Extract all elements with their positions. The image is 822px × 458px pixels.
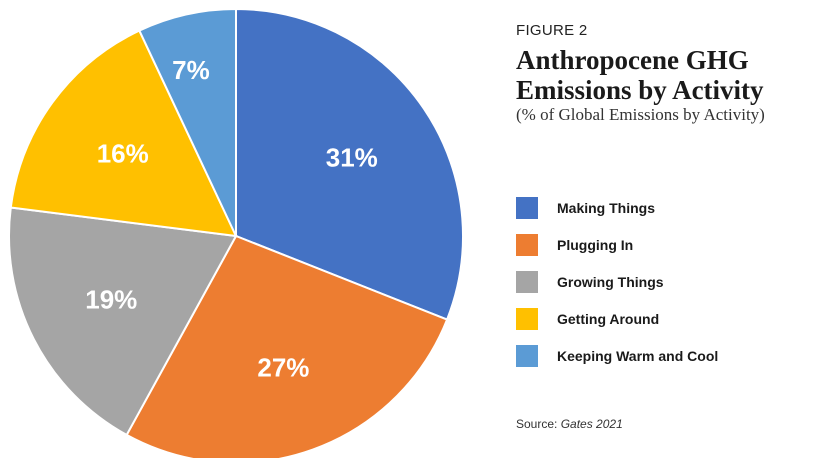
chart-title: Anthropocene GHG Emissions by Activity <box>516 45 816 105</box>
legend-label: Getting Around <box>557 311 660 327</box>
source-name: Gates 2021 <box>560 417 623 431</box>
legend-item: Getting Around <box>516 308 718 330</box>
pie-slice-label: 7% <box>172 55 210 85</box>
legend-item: Growing Things <box>516 271 718 293</box>
source-prefix: Source: <box>516 417 561 431</box>
figure-number: FIGURE 2 <box>516 22 588 39</box>
legend-swatch <box>516 271 538 293</box>
pie-slice-getting-around <box>9 29 238 238</box>
legend-item: Making Things <box>516 197 718 219</box>
pie-slice-label: 27% <box>257 353 309 383</box>
legend-item: Keeping Warm and Cool <box>516 345 718 367</box>
pie-chart: 31% 27% 19% 16% 7% <box>8 7 464 458</box>
chart-subtitle: (% of Global Emissions by Activity) <box>516 105 765 124</box>
legend-label: Plugging In <box>557 237 634 253</box>
figure-header: FIGURE 2 Anthropocene GHG Emissions by A… <box>516 22 816 125</box>
pie-slice-plugging-in <box>125 234 449 458</box>
legend-label: Keeping Warm and Cool <box>557 348 719 364</box>
pie-slice-label: 19% <box>85 285 137 315</box>
legend-swatch <box>516 234 538 256</box>
pie-slice-label: 31% <box>326 142 378 172</box>
legend-swatch <box>516 345 538 367</box>
pie-chart-svg: 31% 27% 19% 16% 7% <box>8 7 464 458</box>
source-note: Source: Gates 2021 <box>516 417 623 431</box>
pie-slice-growing-things <box>8 206 238 437</box>
chart-title-line-1: Anthropocene GHG <box>516 45 749 75</box>
legend-label: Growing Things <box>557 274 664 290</box>
legend-item: Plugging In <box>516 234 718 256</box>
chart-title-line-2: Emissions by Activity <box>516 75 764 105</box>
legend-swatch <box>516 308 538 330</box>
legend-swatch <box>516 197 538 219</box>
legend-label: Making Things <box>557 200 655 216</box>
pie-slice-making-things <box>235 7 464 321</box>
pie-slice-label: 16% <box>97 139 149 169</box>
pie-slice-keeping-warm-and-cool <box>138 7 237 237</box>
legend: Making Things Plugging In Growing Things… <box>516 197 718 382</box>
